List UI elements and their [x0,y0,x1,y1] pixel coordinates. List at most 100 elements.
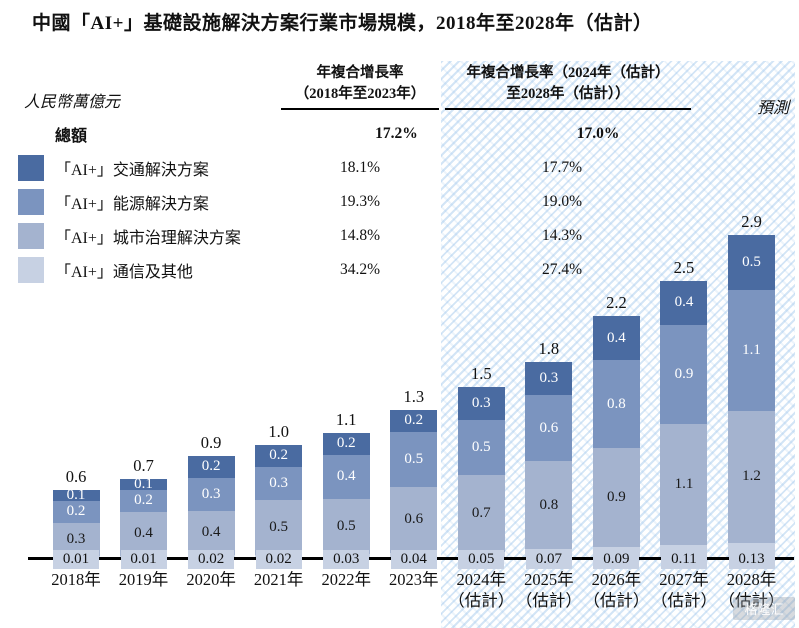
bar-2025年: 1.8 0.3 0.6 0.8 [525,339,573,557]
axis-value-box-communications-others: 0.13 [728,550,775,569]
cagr-value-2018-2023: 18.1% [339,159,381,176]
cagr-value-2018-2023: 19.3% [339,193,381,210]
bar-total-label: 0.9 [200,432,222,452]
row-label-text: 「AI+」城市治理解決方案 [55,230,241,247]
axis-value-box-communications-others: 0.05 [458,550,505,569]
bar-segment-energy: 0.8 [592,360,640,449]
segment-value-label: 0.1 [66,486,86,503]
segment-value-label: 0.8 [607,395,626,412]
cagr-value-2024-2028: 17.0% [576,125,620,142]
bar-segment-energy: 0.5 [390,431,438,487]
cagr-value-2024-2028: 19.0% [541,193,583,210]
segment-value-label: 0.3 [539,370,559,387]
legend-swatch [18,257,44,283]
axis-value-box-communications-others: 0.11 [660,550,707,569]
segment-value-label: 0.2 [66,503,86,520]
axis-value-box-communications-others: 0.03 [323,550,370,569]
row-label-text: 「AI+」能源解決方案 [55,196,209,213]
bar-total-label: 2.5 [673,257,695,277]
x-axis-label: 2022年 [321,570,371,589]
bar-segment-transport: 0.5 [728,234,775,290]
bar-segment-energy: 0.2 [52,500,100,523]
segment-value-label: 0.5 [269,518,289,535]
x-axis-label: 2018年 [51,570,101,589]
bar-segment-transport: 0.4 [660,280,708,325]
bar-2026年: 2.2 0.4 0.8 0.9 [592,293,640,557]
segment-value-label: 1.2 [742,468,761,485]
bar-segment-city-governance: 0.8 [525,461,573,550]
bar-2019年: 0.7 0.1 0.2 0.4 [120,456,168,557]
bar-total-label: 2.2 [606,293,627,313]
bar-segment-energy: 0.5 [457,419,505,475]
bar-segment-city-governance: 1.1 [660,423,708,545]
cagr-value-2018-2023: 34.2% [339,261,381,278]
bar-segment-city-governance: 0.9 [592,448,640,548]
segment-value-label: 0.5 [742,253,761,270]
bar-segment-energy: 1.1 [728,289,775,411]
cagr-column-header-2024-2028: 年複合增長率（2024年（估計） 至2028年（估計）） [445,63,691,111]
segment-value-label: 0.2 [269,447,289,464]
cagr-column-header-line2: （2018年至2023年） [294,86,426,103]
cagr-column-header-line2: 至2028年（估計）） [506,86,630,103]
legend-swatch [18,155,44,181]
x-axis-label: 2027年 （估計） [650,570,717,611]
segment-value-label: 0.2 [404,412,424,429]
bar-segment-city-governance: 0.7 [457,474,505,552]
segment-value-label: 0.2 [201,458,221,475]
bar-total-label: 1.1 [335,409,357,429]
bar-segment-transport: 0.2 [322,432,370,455]
axis-value-box-communications-others: 0.01 [53,550,99,569]
bar-segment-city-governance: 0.5 [255,499,303,555]
cagr-column-header-line1: 年複合增長率（2024年（估計） [466,65,670,81]
chart-title: 中國「AI+」基礎設施解決方案行業市場規模，2018年至2028年（估計） [32,13,653,34]
bar-total-label: 1.3 [403,386,425,406]
cagr-value-2018-2023: 17.2% [375,125,418,142]
x-axis-label: 2024年 （估計） [448,570,515,611]
segment-value-label: 0.9 [607,489,626,506]
axis-value-box-communications-others: 0.07 [525,550,572,569]
watermark-badge: 格隆汇 [733,597,795,620]
cagr-value-2024-2028: 27.4% [541,261,583,278]
bar-segment-city-governance: 0.5 [322,498,370,554]
y-axis-unit-label: 人民幣萬億元 [24,94,121,111]
row-label: 「AI+」通信及其他 [18,257,300,283]
bar-segment-transport: 0.3 [525,362,573,396]
x-axis-label: 2021年 [253,570,304,589]
segment-value-label: 0.3 [201,485,221,502]
bar-segment-transport: 0.1 [120,475,168,492]
segment-value-label: 0.6 [404,511,424,528]
bar-total-label: 1.8 [538,339,560,359]
segment-value-label: 0.2 [134,492,153,509]
bar-2027年: 2.5 0.4 0.9 1.1 [660,258,708,557]
cagr-value-2018-2023: 14.8% [339,227,381,244]
segment-value-label: 0.3 [471,394,491,411]
axis-value-box-communications-others: 0.09 [593,550,640,569]
bar-segment-transport: 0.1 [52,486,100,503]
segment-value-label: 1.1 [674,475,694,492]
x-axis-label: 2025年 （估計） [515,570,582,611]
cagr-value-2024-2028: 17.7% [541,159,583,176]
bar-2023年: 1.3 0.2 0.5 0.6 [390,387,438,557]
segment-value-label: 0.6 [539,419,559,436]
bar-segment-energy: 0.6 [525,395,573,462]
stacked-bar-chart: 0.6 0.1 0.2 0.3 0.01 2018年 0.7 0.1 0.2 0.4 0.01 201… [28,212,794,610]
segment-value-label: 0.9 [674,365,694,382]
bar-2022年: 1.1 0.2 0.4 0.5 [322,410,370,557]
bar-segment-transport: 0.2 [390,409,438,432]
forecast-label: 預測 [756,100,789,117]
bar-segment-transport: 0.2 [187,455,235,478]
table-row: 總額 17.2% 17.0% [18,117,658,151]
cagr-column-header-2018-2023: 年複合增長率 （2018年至2023年） [281,63,439,111]
bar-total-label: 2.9 [741,211,762,231]
segment-value-label: 0.4 [607,329,626,346]
bar-2021年: 1.0 0.2 0.3 0.5 [255,422,303,557]
bar-total-label: 1.0 [268,421,289,441]
bar-segment-city-governance: 0.4 [187,510,235,555]
segment-value-label: 0.3 [66,530,86,547]
row-label: 「AI+」交通解決方案 [18,155,300,181]
row-label-text: 「AI+」交通解決方案 [55,162,209,179]
row-label-text: 總額 [55,128,88,145]
bar-segment-energy: 0.3 [187,477,235,511]
segment-value-label: 0.1 [134,475,153,492]
legend-swatch [18,189,44,215]
